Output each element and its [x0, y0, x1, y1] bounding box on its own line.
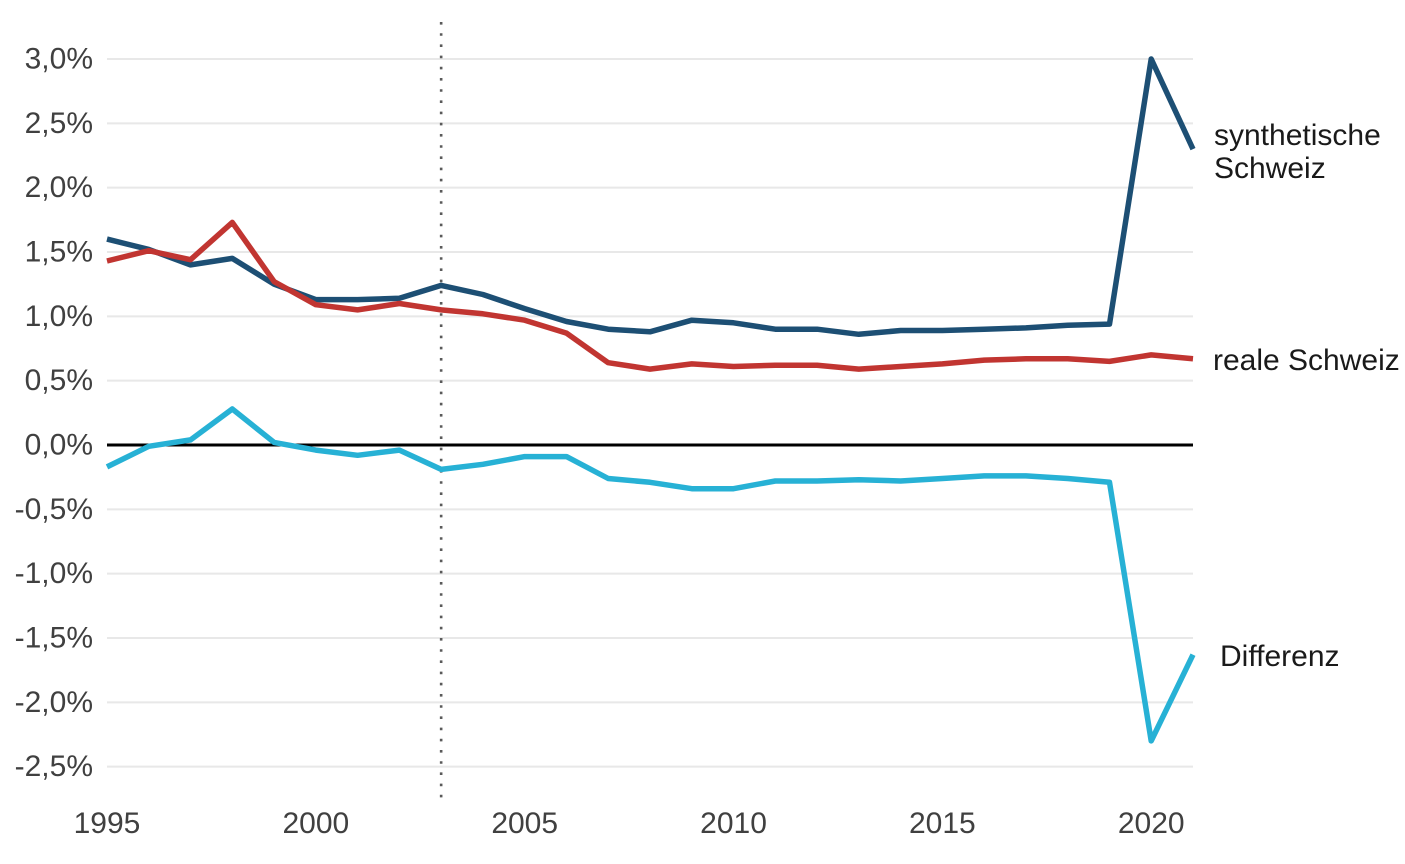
- x-tick-label: 2000: [282, 807, 349, 840]
- x-tick-label: 2005: [491, 807, 558, 840]
- y-tick-label: 2,0%: [25, 171, 93, 204]
- y-tick-label: -2,5%: [15, 750, 93, 783]
- y-tick-label: 2,5%: [25, 107, 93, 140]
- series-label-synthetische-schweiz: synthetische Schweiz: [1214, 119, 1381, 185]
- series-label-reale-schweiz: reale Schweiz: [1213, 344, 1400, 377]
- y-tick-label: -1,0%: [15, 557, 93, 590]
- x-tick-label: 1995: [74, 807, 141, 840]
- y-tick-label: 0,0%: [25, 429, 93, 462]
- y-tick-label: 3,0%: [25, 42, 93, 75]
- series-line-reale: [106, 219, 1194, 372]
- x-tick-label: 2020: [1118, 807, 1185, 840]
- series-line-differenz: [105, 406, 1196, 744]
- y-tick-label: 1,0%: [25, 300, 93, 333]
- series-label-differenz: Differenz: [1220, 640, 1340, 673]
- y-tick-label: -1,5%: [15, 622, 93, 655]
- x-tick-label: 2010: [700, 807, 767, 840]
- y-tick-label: 0,5%: [25, 364, 93, 397]
- series-line-synthetische: [106, 56, 1196, 338]
- y-tick-label: -2,0%: [15, 686, 93, 719]
- y-tick-label: 1,5%: [25, 235, 93, 268]
- y-tick-label: -0,5%: [15, 493, 93, 526]
- x-tick-label: 2015: [909, 807, 976, 840]
